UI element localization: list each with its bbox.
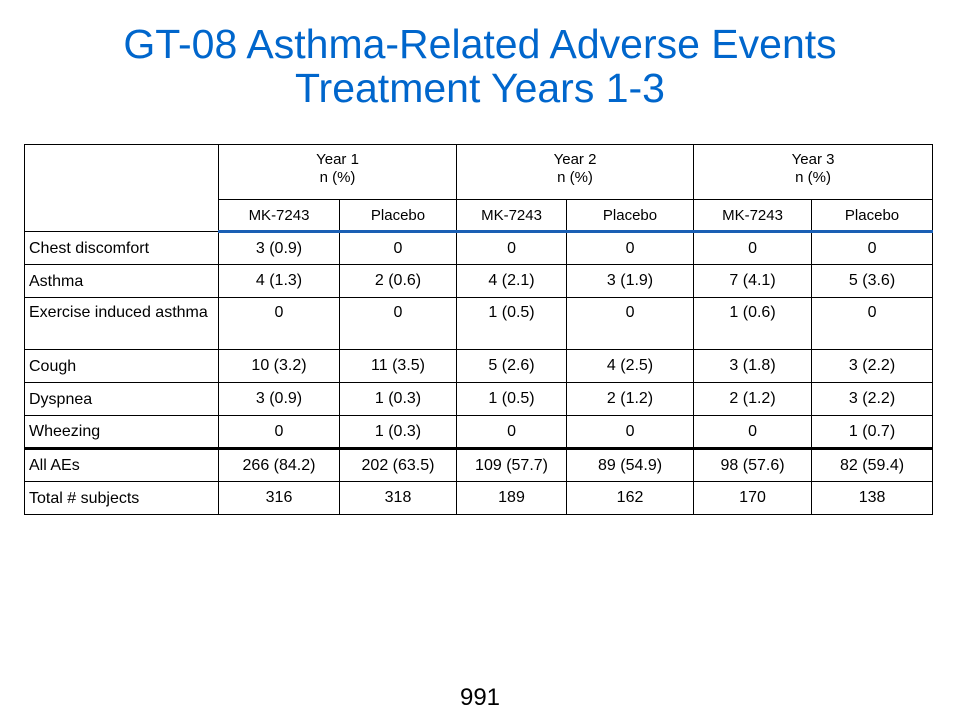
table-cell: 0 <box>566 415 695 449</box>
table-cell: 3 (2.2) <box>811 349 934 383</box>
table-cell: 3 (0.9) <box>218 231 340 265</box>
title-line-2: Treatment Years 1-3 <box>295 65 665 111</box>
arm-header: Placebo <box>811 199 934 233</box>
row-label: Dyspnea <box>24 382 219 416</box>
table-cell: 0 <box>693 231 813 265</box>
row-label: All AEs <box>24 447 219 482</box>
arm-header: MK-7243 <box>218 199 340 233</box>
table-cell: 3 (1.9) <box>566 264 695 298</box>
row-label: Chest discomfort <box>24 231 219 265</box>
table-cell: 5 (3.6) <box>811 264 934 298</box>
table-cell: 5 (2.6) <box>456 349 568 383</box>
table-row: Wheezing 0 1 (0.3) 0 0 0 1 (0.7) <box>24 415 934 449</box>
table-cell: 0 <box>566 231 695 265</box>
slide-title: GT-08 Asthma-Related Adverse Events Trea… <box>0 22 960 110</box>
table-cell: 170 <box>693 481 813 515</box>
page-number: 991 <box>459 684 501 711</box>
year-label: Year 2 <box>553 151 597 168</box>
year-unit: n (%) <box>557 169 593 186</box>
table-cell: 4 (2.1) <box>456 264 568 298</box>
table-cell: 0 <box>811 231 934 265</box>
year-3-header: Year 3 n (%) <box>693 144 934 200</box>
table-cell: 0 <box>456 415 568 449</box>
year-2-header: Year 2 n (%) <box>456 144 695 200</box>
corner-cell <box>24 144 219 232</box>
table-row: Chest discomfort 3 (0.9) 0 0 0 0 0 <box>24 231 934 265</box>
table-cell: 0 <box>693 415 813 449</box>
table-cell: 1 (0.3) <box>338 415 458 449</box>
table-row-totals: All AEs 266 (84.2) 202 (63.5) 109 (57.7)… <box>24 447 934 482</box>
table-cell: 138 <box>811 481 934 515</box>
adverse-events-table: Year 1 n (%) Year 2 n (%) Year 3 n (%) M… <box>24 144 934 515</box>
year-header-row: Year 1 n (%) Year 2 n (%) Year 3 n (%) <box>24 144 934 232</box>
table-cell: 3 (0.9) <box>218 382 340 416</box>
year-label: Year 1 <box>316 151 359 168</box>
year-unit: n (%) <box>319 169 356 186</box>
table-cell: 0 <box>218 297 340 350</box>
table-cell: 1 (0.6) <box>693 297 813 350</box>
table-row-subjects: Total # subjects 316 318 189 162 170 138 <box>24 481 934 515</box>
row-label: Wheezing <box>24 415 219 449</box>
arm-header: Placebo <box>338 199 458 233</box>
arm-header: MK-7243 <box>693 199 813 233</box>
table-cell: 0 <box>566 297 695 350</box>
table-cell: 202 (63.5) <box>338 447 458 482</box>
table-cell: 2 (0.6) <box>338 264 458 298</box>
table-row: Dyspnea 3 (0.9) 1 (0.3) 1 (0.5) 2 (1.2) … <box>24 382 934 416</box>
table-cell: 0 <box>338 231 458 265</box>
table-cell: 316 <box>218 481 340 515</box>
table-cell: 0 <box>338 297 458 350</box>
table-cell: 10 (3.2) <box>218 349 340 383</box>
table-cell: 11 (3.5) <box>338 349 458 383</box>
table-cell: 0 <box>218 415 340 449</box>
table-cell: 1 (0.5) <box>456 297 568 350</box>
table-cell: 2 (1.2) <box>693 382 813 416</box>
title-line-1: GT-08 Asthma-Related Adverse Events <box>123 21 837 67</box>
table-cell: 189 <box>456 481 568 515</box>
row-label: Total # subjects <box>24 481 219 515</box>
table-cell: 266 (84.2) <box>218 447 340 482</box>
table-cell: 4 (1.3) <box>218 264 340 298</box>
table-row: Exercise induced asthma 0 0 1 (0.5) 0 1 … <box>24 297 934 350</box>
table-cell: 1 (0.5) <box>456 382 568 416</box>
table-cell: 1 (0.3) <box>338 382 458 416</box>
table-cell: 98 (57.6) <box>693 447 813 482</box>
year-label: Year 3 <box>791 151 835 168</box>
table-cell: 2 (1.2) <box>566 382 695 416</box>
table-row: Cough 10 (3.2) 11 (3.5) 5 (2.6) 4 (2.5) … <box>24 349 934 383</box>
table-cell: 7 (4.1) <box>693 264 813 298</box>
table-cell: 89 (54.9) <box>566 447 695 482</box>
table-cell: 1 (0.7) <box>811 415 934 449</box>
table-cell: 162 <box>566 481 695 515</box>
table-row: Asthma 4 (1.3) 2 (0.6) 4 (2.1) 3 (1.9) 7… <box>24 264 934 298</box>
row-label: Exercise induced asthma <box>24 297 219 350</box>
year-1-header: Year 1 n (%) <box>217 144 458 200</box>
table-cell: 0 <box>456 231 568 265</box>
table-cell: 109 (57.7) <box>456 447 568 482</box>
table-cell: 82 (59.4) <box>811 447 934 482</box>
table-cell: 318 <box>338 481 458 515</box>
year-unit: n (%) <box>795 169 831 186</box>
arm-header: MK-7243 <box>456 199 568 233</box>
table-cell: 4 (2.5) <box>566 349 695 383</box>
table-cell: 3 (2.2) <box>811 382 934 416</box>
row-label: Cough <box>24 349 219 383</box>
arm-header-row: MK-7243 Placebo MK-7243 Placebo MK-7243 … <box>25 199 934 233</box>
table-cell: 0 <box>811 297 934 350</box>
row-label: Asthma <box>24 264 219 298</box>
table-cell: 3 (1.8) <box>693 349 813 383</box>
arm-header: Placebo <box>566 199 695 233</box>
